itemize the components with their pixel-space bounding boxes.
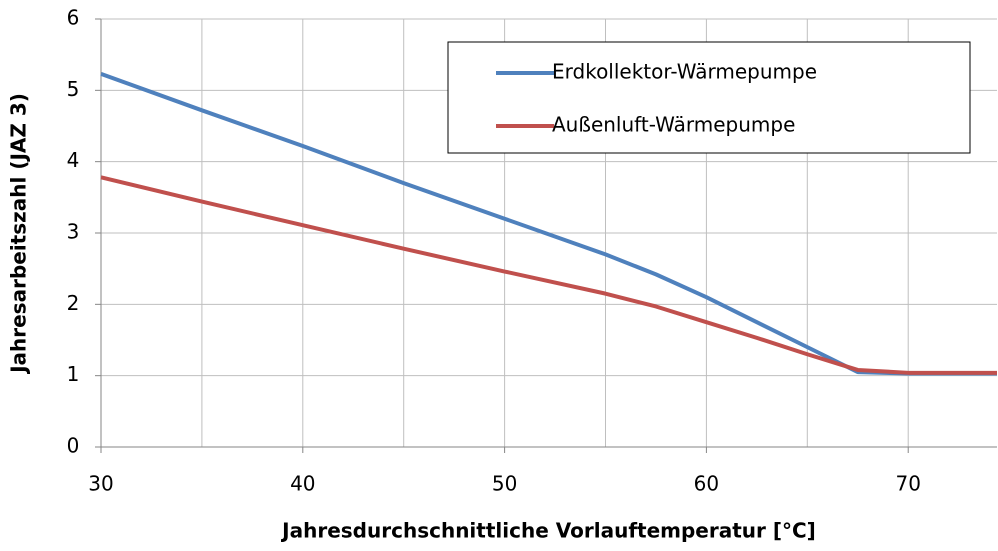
y-tick-label: 6 <box>67 6 80 30</box>
legend-box <box>447 41 971 154</box>
y-tick-label: 1 <box>67 362 80 386</box>
y-axis-title: Jahresarbeitszahl (JAZ 3) <box>7 93 31 375</box>
x-tick-label: 30 <box>88 472 113 496</box>
y-tick-label: 4 <box>67 148 80 172</box>
y-tick-label: 0 <box>67 434 80 458</box>
x-tick-label: 70 <box>895 472 920 496</box>
x-axis-title: Jahresdurchschnittliche Vorlauftemperatu… <box>280 519 816 543</box>
y-tick-label: 2 <box>67 291 80 315</box>
legend: Erdkollektor-Wärmepumpe Außenluft-Wärmepu… <box>447 41 971 154</box>
x-tick-label: 40 <box>290 472 315 496</box>
x-tick-label: 60 <box>694 472 719 496</box>
legend-label: Außenluft-Wärmepumpe <box>552 113 795 137</box>
y-tick-label: 3 <box>67 220 80 244</box>
x-tick-label: 50 <box>492 472 517 496</box>
series-line <box>100 175 997 375</box>
series-line <box>100 72 997 376</box>
legend-label: Erdkollektor-Wärmepumpe <box>552 60 817 84</box>
y-tick-label: 5 <box>67 77 80 101</box>
